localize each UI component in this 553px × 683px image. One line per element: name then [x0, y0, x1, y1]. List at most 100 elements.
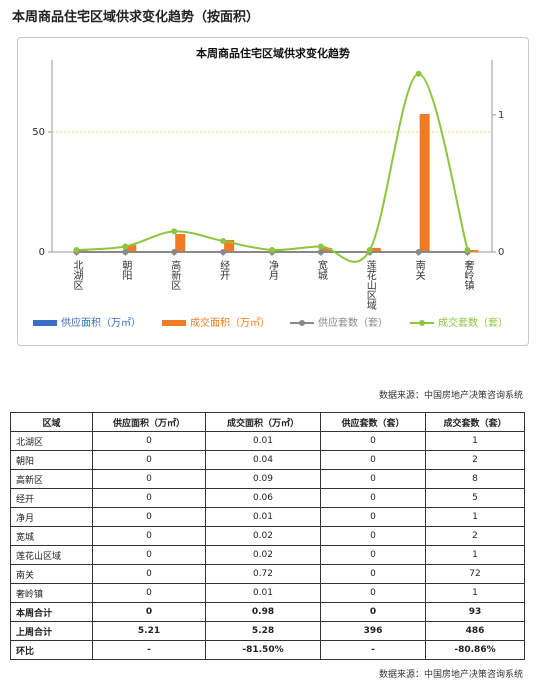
table-cell: 净月	[10, 507, 93, 527]
table-cell: 0	[92, 450, 206, 470]
table-cell: 0.06	[205, 488, 321, 508]
table-cell: -80.86%	[425, 640, 525, 660]
bar	[370, 247, 381, 252]
table-cell: 1	[425, 583, 525, 603]
table-cell: 72	[425, 564, 525, 584]
table-cell: -	[320, 640, 426, 660]
table-cell: 0	[320, 431, 426, 451]
table-cell: 北湖区	[10, 431, 93, 451]
table-cell: 0	[320, 507, 426, 527]
table-cell: 宽城	[10, 526, 93, 546]
x-tick-label: 奢岭镇	[462, 259, 474, 291]
table-row: 莲花山区域 0 0.02 0 1	[10, 545, 525, 565]
table-cell: 0	[320, 583, 426, 603]
table-body: 北湖区 0 0.01 0 1 朝阳 0 0.04 0 2 高新区 0 0.09 0 8 经开 0 0.06 0 5 净月…	[10, 431, 525, 660]
table-cell: -81.50%	[205, 640, 321, 660]
table-cell: 93	[425, 602, 525, 622]
legend-swatch	[419, 320, 425, 326]
table-cell: 396	[320, 621, 426, 641]
point	[122, 249, 129, 255]
point	[415, 249, 422, 255]
table-cell: 朝阳	[10, 450, 93, 470]
source-note: 数据来源：中国房地产决策咨询系统	[378, 391, 523, 401]
x-tick-label: 莲花山区域	[364, 260, 376, 310]
x-tick-label: 北湖区	[71, 260, 83, 290]
bar	[321, 247, 332, 252]
table-cell: 2	[425, 450, 525, 470]
x-tick-label: 净月	[267, 259, 279, 281]
table-cell: 5	[425, 488, 525, 508]
table-cell: 南关	[10, 564, 93, 584]
table-cell: 0.72	[205, 564, 321, 584]
table-row: 奢岭镇 0 0.01 0 1	[10, 583, 525, 603]
x-tick-label: 南关	[413, 259, 425, 281]
table-cell: 0	[320, 469, 426, 489]
chart-title: 本周商品住宅区域供求变化趋势	[196, 46, 350, 60]
table-cell: 2	[425, 526, 525, 546]
x-tick-label: 高新区	[169, 259, 181, 290]
table-row: 环比 - -81.50% - -80.86%	[10, 640, 525, 660]
chart-frame	[17, 37, 529, 346]
y2-tick-label: 0	[498, 247, 504, 258]
table-cell: 1	[425, 545, 525, 565]
point	[220, 249, 227, 255]
table-cell: 0	[92, 545, 206, 565]
table-row: 朝阳 0 0.04 0 2	[10, 450, 525, 470]
table-cell: 0	[320, 526, 426, 546]
table-cell: 0.01	[205, 431, 321, 451]
column-header: 供应套数（套）	[320, 412, 426, 432]
point	[366, 246, 373, 253]
source-note: 数据来源：中国房地产决策咨询系统	[378, 670, 523, 680]
table-cell: 0.98	[205, 602, 321, 622]
table-cell: 0	[92, 526, 206, 546]
column-header: 成交套数（套）	[425, 412, 525, 432]
table-cell: 经开	[10, 488, 93, 508]
table-row: 经开 0 0.06 0 5	[10, 488, 525, 508]
x-tick-label: 经开	[218, 259, 230, 281]
table-cell: 0	[320, 450, 426, 470]
point	[317, 249, 324, 255]
y-tick-label: 0	[39, 247, 45, 258]
line	[76, 72, 469, 263]
point	[171, 249, 178, 255]
table-cell: 0	[320, 564, 426, 584]
legend-swatch	[162, 320, 186, 326]
table-cell: 5.28	[205, 621, 321, 641]
bar	[224, 240, 235, 252]
table-cell: 0	[92, 431, 206, 451]
table-cell: 1	[425, 431, 525, 451]
table-cell: 环比	[10, 640, 93, 660]
bar	[419, 114, 430, 252]
x-tick-label: 宽城	[315, 259, 327, 281]
table-cell: 上周合计	[10, 621, 93, 641]
table-cell: 0	[92, 583, 206, 603]
table-row: 上周合计 5.21 5.28 396 486	[10, 621, 525, 641]
table-row: 北湖区 0 0.01 0 1	[10, 431, 525, 451]
table-cell: 本周合计	[10, 602, 93, 622]
column-header: 区域	[10, 412, 93, 432]
legend-label: 供应面积（万㎡）	[61, 316, 141, 329]
table-cell: 5.21	[92, 621, 206, 641]
point	[73, 246, 80, 253]
table-cell: 0.04	[205, 450, 321, 470]
table-row: 净月 0 0.01 0 1	[10, 507, 525, 527]
bar	[175, 234, 186, 252]
point	[220, 238, 227, 245]
point	[464, 246, 471, 253]
table-cell: 高新区	[10, 469, 93, 489]
legend-swatch	[299, 320, 305, 326]
table-cell: 0	[92, 507, 206, 527]
legend-label: 供应套数（套）	[318, 316, 388, 329]
table-cell: 0.09	[205, 469, 321, 489]
bar	[468, 250, 479, 252]
table-cell: 0.02	[205, 526, 321, 546]
legend-label: 成交面积（万㎡）	[190, 316, 270, 329]
table-cell: -	[92, 640, 206, 660]
table-row: 宽城 0 0.02 0 2	[10, 526, 525, 546]
y2-tick-label: 1	[498, 110, 504, 121]
table-cell: 0.01	[205, 583, 321, 603]
table-row: 南关 0 0.72 0 72	[10, 564, 525, 584]
legend-label: 成交套数（套）	[438, 316, 508, 329]
table-cell: 0	[92, 602, 206, 622]
